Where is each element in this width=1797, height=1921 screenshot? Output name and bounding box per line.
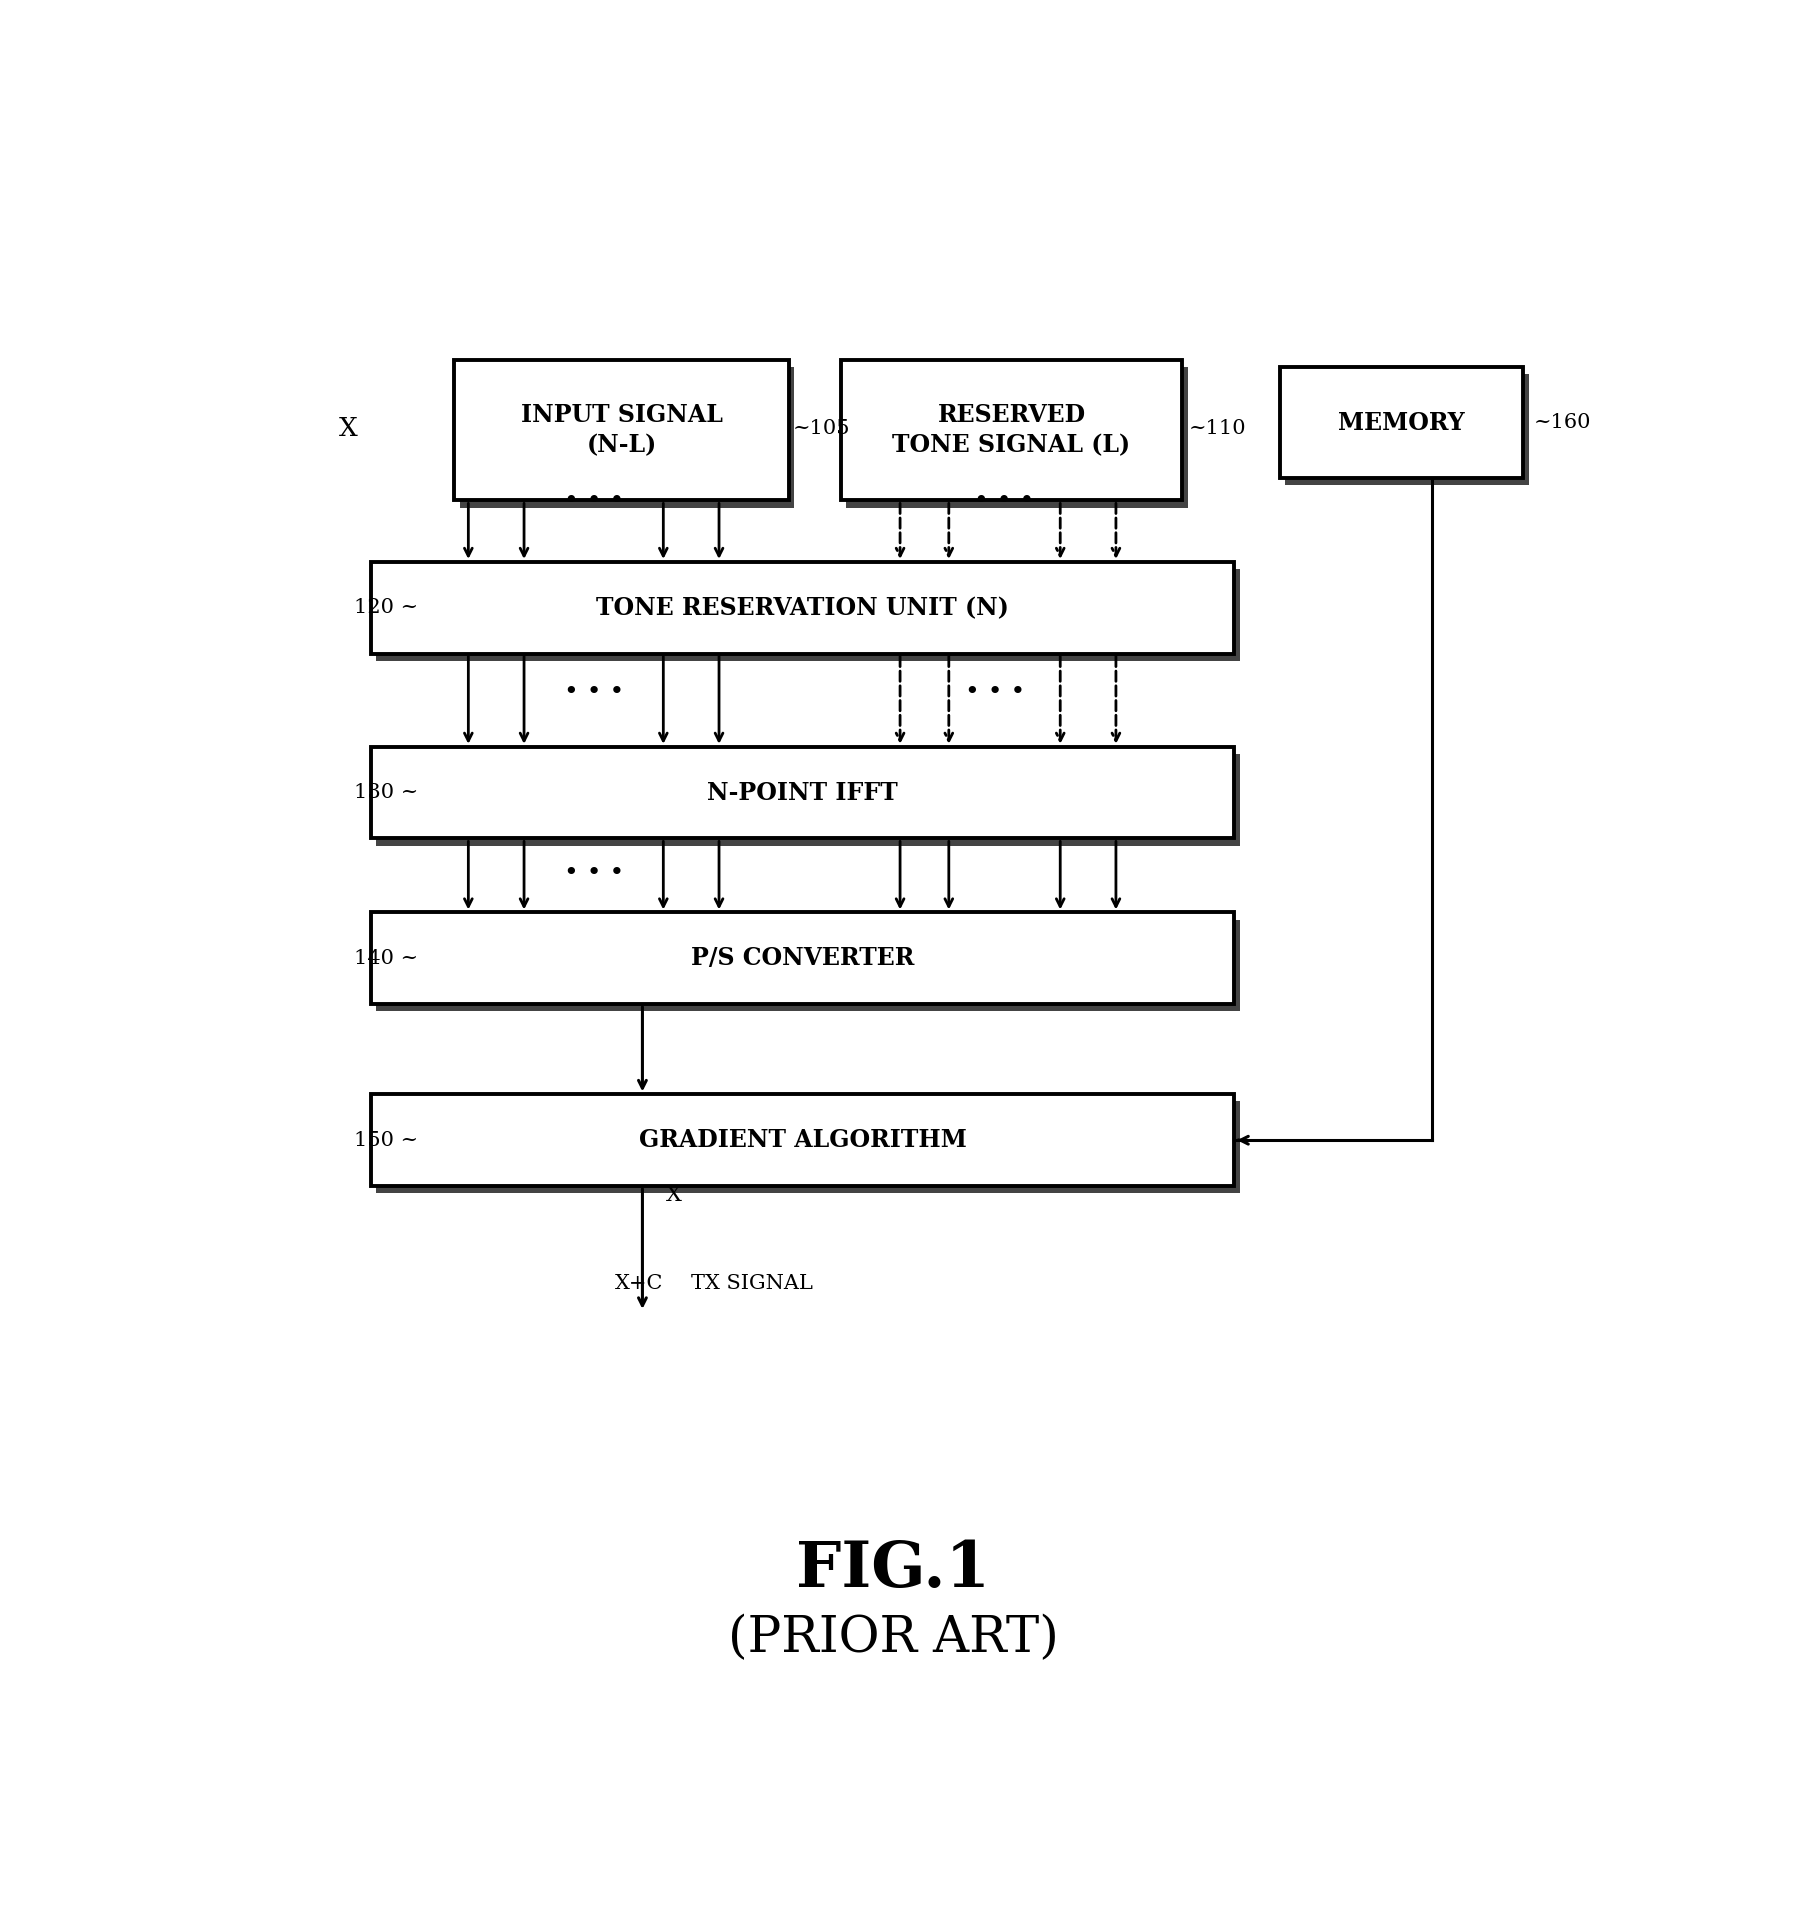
Text: RESERVED
TONE SIGNAL (L): RESERVED TONE SIGNAL (L) xyxy=(893,403,1130,457)
Text: MEMORY: MEMORY xyxy=(1339,411,1465,434)
Text: • • •: • • • xyxy=(974,490,1035,513)
Bar xyxy=(370,912,1235,1005)
Bar xyxy=(376,920,1240,1010)
Text: 140 ~: 140 ~ xyxy=(354,949,419,968)
Text: X+C: X+C xyxy=(615,1274,663,1293)
Bar xyxy=(841,359,1182,501)
Text: P/S CONVERTER: P/S CONVERTER xyxy=(690,947,915,970)
Bar xyxy=(846,367,1188,507)
Text: • • •: • • • xyxy=(564,863,624,886)
Bar xyxy=(376,569,1240,661)
Bar xyxy=(370,561,1235,653)
Bar xyxy=(1285,375,1529,486)
Text: • • •: • • • xyxy=(564,680,624,703)
Text: ~105: ~105 xyxy=(792,419,850,438)
Bar xyxy=(376,753,1240,845)
Bar xyxy=(370,747,1235,838)
Text: (PRIOR ART): (PRIOR ART) xyxy=(728,1614,1058,1664)
Text: N-POINT IFFT: N-POINT IFFT xyxy=(708,780,898,805)
Text: TONE RESERVATION UNIT (N): TONE RESERVATION UNIT (N) xyxy=(597,596,1010,620)
Text: ~110: ~110 xyxy=(1188,419,1245,438)
Text: 130 ~: 130 ~ xyxy=(354,784,419,803)
Bar xyxy=(370,1095,1235,1185)
Text: INPUT SIGNAL
(N-L): INPUT SIGNAL (N-L) xyxy=(521,403,722,457)
Text: TX SIGNAL: TX SIGNAL xyxy=(692,1274,812,1293)
Bar xyxy=(376,1101,1240,1193)
Text: ~160: ~160 xyxy=(1533,413,1590,432)
Bar xyxy=(1279,367,1524,478)
Bar xyxy=(460,367,794,507)
Text: X: X xyxy=(340,417,358,442)
Text: 150 ~: 150 ~ xyxy=(354,1131,419,1149)
Text: • • •: • • • xyxy=(564,490,624,513)
Text: 120 ~: 120 ~ xyxy=(354,597,419,617)
Text: • • •: • • • xyxy=(965,680,1024,703)
Text: GRADIENT ALGORITHM: GRADIENT ALGORITHM xyxy=(638,1128,967,1153)
Text: X: X xyxy=(667,1183,683,1206)
Bar xyxy=(455,359,789,501)
Text: FIG.1: FIG.1 xyxy=(796,1539,990,1600)
